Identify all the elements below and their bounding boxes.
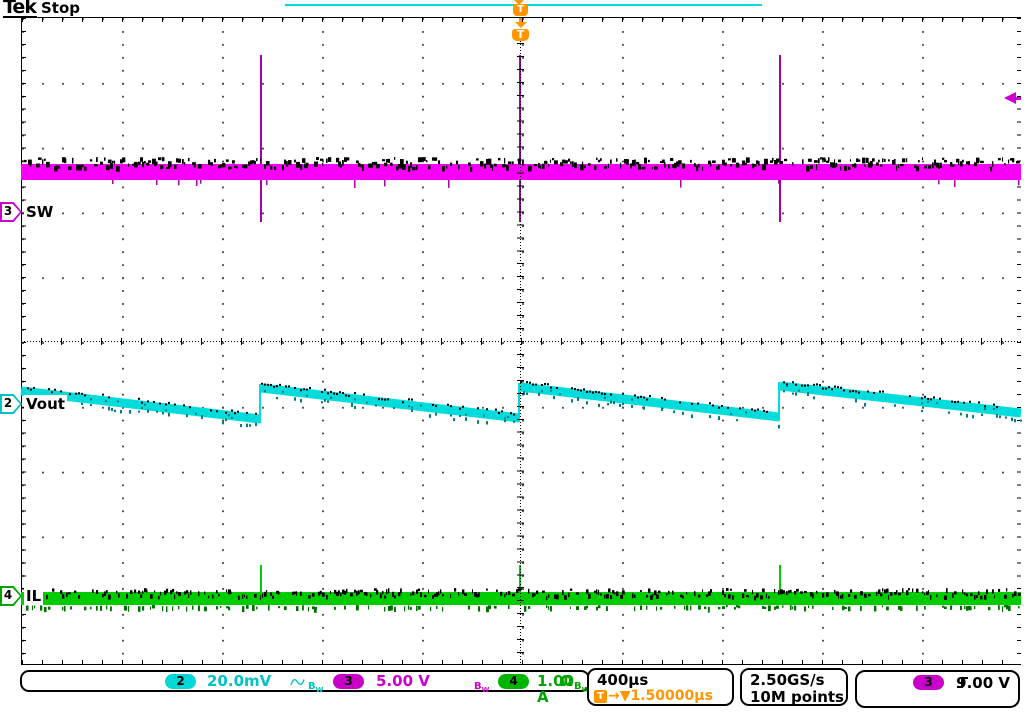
trigger-delay-readout: 1.50000µs: [630, 688, 713, 704]
delay-arrow-icons: →▼: [608, 688, 631, 704]
trigger-t-badge: T: [513, 4, 528, 16]
ch2-baseline-marker[interactable]: 2: [0, 394, 22, 414]
channel-number: 4: [3, 588, 13, 602]
acquisition-status: Stop: [41, 0, 81, 17]
ac-coupling-icon: [290, 678, 305, 686]
trigger-level-arrow-icon[interactable]: [1004, 92, 1021, 104]
record-length-readout: 10M points: [750, 688, 844, 706]
center-horizontal-axis-ticks: [21, 338, 1021, 345]
tag-fill: [2, 396, 20, 412]
arrow-stem: [519, 18, 522, 22]
channel-number: 3: [3, 204, 13, 218]
sample-rate-readout: 2.50GS/s: [750, 671, 825, 689]
ch4-baseline-marker[interactable]: 4: [0, 586, 22, 606]
timebase-readout: 400µs: [597, 671, 649, 689]
rising-edge-icon: [957, 677, 968, 688]
trigger-position-record-icon[interactable]: T: [513, 0, 528, 16]
trigger-level-readout: 9.00 V: [956, 674, 1010, 692]
triangle-down-icon: [515, 22, 527, 28]
ch3-badge[interactable]: 3: [333, 674, 364, 689]
ch3-bandwidth-limit-icon: BW: [474, 681, 490, 694]
channel-readout-box[interactable]: 2 20.0mV BW 3 5.00 V BW 4 1.00 A Ω BW: [20, 670, 590, 705]
triangle-left-icon: [1004, 92, 1016, 104]
tag-fill: [2, 204, 20, 220]
ch4-scale-readout: 1.00 A: [537, 672, 575, 706]
trigger-readout-box[interactable]: 3 9.00 V: [855, 670, 1020, 708]
channel-number: 2: [3, 396, 13, 410]
trigger-position-marker-icon[interactable]: T: [512, 18, 529, 41]
ch4-badge[interactable]: 4: [498, 674, 529, 689]
trigger-delay-row: T →▼ 1.50000µs: [594, 688, 713, 704]
ch3-baseline-marker[interactable]: 3: [0, 202, 22, 222]
arrow-tail: [1015, 97, 1021, 100]
horizontal-readout-box[interactable]: 400µs T →▼ 1.50000µs: [587, 668, 734, 706]
trigger-t-badge: T: [512, 29, 529, 41]
ch2-waveform-label: Vout: [24, 395, 67, 413]
ch3-scale-readout: 5.00 V: [376, 672, 430, 690]
ch3-waveform-label: SW: [24, 203, 56, 221]
ch4-impedance-symbol: Ω: [560, 672, 573, 690]
ch2-bandwidth-limit-icon: BW: [308, 681, 324, 694]
ch2-badge[interactable]: 2: [165, 674, 196, 689]
tag-fill: [2, 588, 20, 604]
ch2-scale-readout: 20.0mV: [207, 672, 272, 690]
ch4-bandwidth-limit-icon: BW: [574, 681, 590, 694]
acquisition-readout-box[interactable]: 2.50GS/s 10M points: [740, 668, 848, 706]
tek-logo: Tek: [3, 0, 37, 18]
ch4-waveform-label: IL: [24, 587, 44, 605]
trigger-t-icon: T: [594, 689, 607, 703]
trigger-source-badge[interactable]: 3: [913, 675, 944, 690]
triangle-down-icon: [514, 0, 524, 5]
